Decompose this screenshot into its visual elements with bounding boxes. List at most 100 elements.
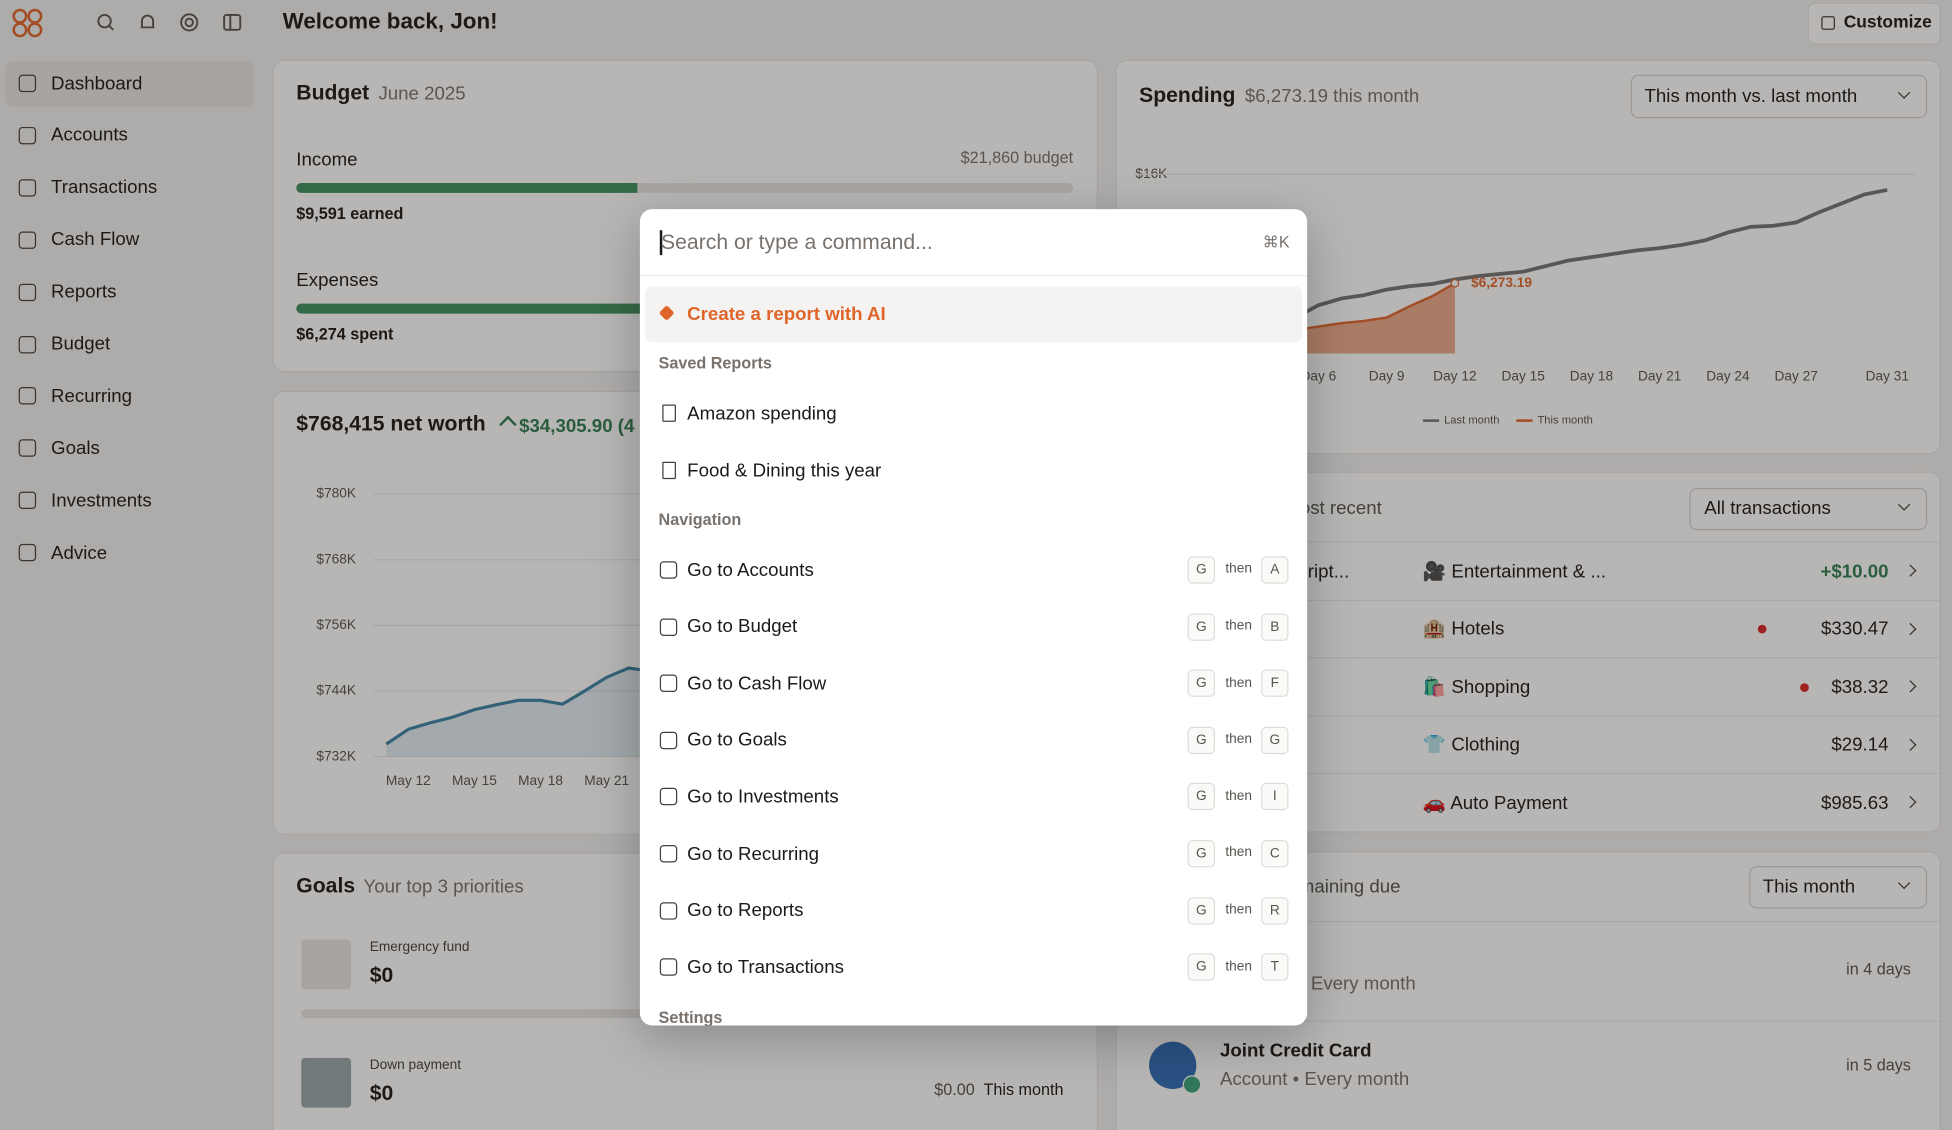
icon: [659, 618, 678, 636]
line: [1203, 188, 1888, 350]
dropdown-label[interactable]: All transactions: [1704, 497, 1831, 519]
icon: [659, 561, 678, 579]
y-tick-label: $744K: [316, 683, 356, 698]
page-title: Welcome back, Jon!: [282, 9, 498, 35]
x-tick-label: Day 18: [1570, 369, 1614, 384]
customize-button[interactable]: [1807, 2, 1941, 45]
category: 🎥 Entertainment & ...: [1422, 560, 1607, 582]
nav-item[interactable]: Advice: [51, 542, 108, 564]
x-tick-label: May 18: [518, 773, 563, 788]
key-separator: then: [1225, 675, 1252, 691]
line: [385, 664, 674, 746]
card-title: Budget: [296, 81, 370, 105]
goal-amount: $0: [369, 963, 394, 988]
key: T: [1261, 953, 1289, 981]
expenses-spent: $6,274 spent: [296, 324, 394, 344]
y-tick-label: $16K: [1135, 166, 1167, 181]
dropdown[interactable]: [1630, 74, 1928, 119]
row-divider: [1116, 599, 1940, 601]
x-tick-label: Day 27: [1775, 369, 1818, 384]
status-dot: [1757, 624, 1767, 634]
nav-item[interactable]: Transactions: [51, 177, 158, 199]
row-divider: [1116, 714, 1940, 717]
card-subtitle: June 2025: [378, 82, 466, 104]
income-fill: [296, 182, 638, 193]
nav-item[interactable]: Goals: [51, 437, 100, 459]
expenses-label: Expenses: [296, 269, 379, 291]
command-item[interactable]: Go to Recurring: [687, 843, 820, 865]
y-tick-label: $780K: [316, 486, 356, 501]
key: R: [1261, 896, 1289, 925]
recurring-due: in 4 days: [1846, 959, 1911, 979]
command-item[interactable]: Go to Reports: [687, 899, 804, 922]
command-item[interactable]: Go to Accounts: [687, 559, 814, 581]
account-badge: [1182, 1075, 1202, 1094]
icon: [18, 126, 37, 145]
x-tick-label: May 21: [584, 773, 629, 788]
x-tick-label: Day 6: [1300, 369, 1336, 384]
amount: $330.47: [1820, 618, 1889, 640]
card-subtitle: $6,273.19 this month: [1244, 85, 1420, 107]
key-separator: then: [1225, 618, 1252, 634]
dropdown-label[interactable]: This month: [1762, 875, 1856, 897]
status-dot: [1800, 683, 1809, 692]
logo: [12, 8, 43, 38]
search-input[interactable]: Search or type a command...: [661, 230, 933, 254]
annotation: $6,273.19: [1471, 275, 1532, 290]
icon: [18, 439, 37, 458]
key: I: [1261, 783, 1289, 811]
nav-item[interactable]: Recurring: [51, 385, 132, 407]
command-item[interactable]: Go to Transactions: [687, 956, 844, 978]
saved-report[interactable]: Food & Dining this year: [687, 459, 882, 481]
nav-item[interactable]: Reports: [51, 281, 117, 303]
nav-item[interactable]: Dashboard: [51, 72, 143, 94]
recurring-detail: Account • Every month: [1220, 1068, 1410, 1090]
dropdown[interactable]: [1689, 487, 1928, 531]
shortcut-hint: ⌘K: [1262, 232, 1290, 252]
category: 🚗 Auto Payment: [1422, 792, 1568, 814]
area: [386, 666, 673, 757]
key-separator: then: [1225, 788, 1252, 804]
command-item[interactable]: Go to Goals: [687, 729, 787, 751]
grid-icon: [1821, 16, 1835, 30]
key: G: [1187, 669, 1216, 698]
category: 👕 Clothing: [1422, 734, 1520, 756]
legend-label: Last month: [1444, 415, 1499, 427]
nav-item[interactable]: Investments: [51, 489, 152, 512]
command-item[interactable]: Go to Cash Flow: [687, 672, 827, 695]
key: G: [1187, 953, 1216, 981]
amount: +$10.00: [1820, 560, 1889, 582]
key: G: [1187, 783, 1216, 811]
saved-report[interactable]: Amazon spending: [687, 402, 837, 424]
ai-action[interactable]: Create a report with AI: [687, 303, 886, 325]
card-title: Goals: [296, 873, 356, 898]
x-tick-label: May 12: [386, 773, 431, 788]
dropdown-label[interactable]: This month vs. last month: [1644, 85, 1858, 107]
icon: [659, 901, 678, 920]
highlight-row[interactable]: [644, 286, 1303, 343]
y-tick-label: $756K: [316, 617, 356, 632]
amount: $29.14: [1831, 734, 1889, 756]
key: C: [1261, 840, 1289, 868]
card-title: Spending: [1139, 83, 1236, 108]
key: A: [1261, 556, 1289, 584]
divider: [639, 275, 1308, 277]
command-item[interactable]: Go to Budget: [687, 616, 798, 638]
command-item[interactable]: Go to Investments: [687, 786, 839, 808]
row-divider: [1116, 920, 1940, 923]
icon: [18, 491, 37, 510]
nav-item[interactable]: Accounts: [51, 124, 128, 147]
active-nav-bg: [4, 60, 254, 108]
icon: [18, 387, 37, 405]
amount: $38.32: [1831, 676, 1889, 698]
goal-image: [301, 939, 352, 990]
section-label: Navigation: [658, 510, 742, 529]
dropdown[interactable]: [1749, 866, 1928, 909]
card-subtitle: Your top 3 priorities: [363, 875, 524, 897]
nav-item[interactable]: Cash Flow: [51, 229, 140, 251]
key-separator: then: [1225, 561, 1252, 577]
row-divider: [1116, 772, 1940, 775]
nav-item[interactable]: Budget: [51, 333, 111, 355]
